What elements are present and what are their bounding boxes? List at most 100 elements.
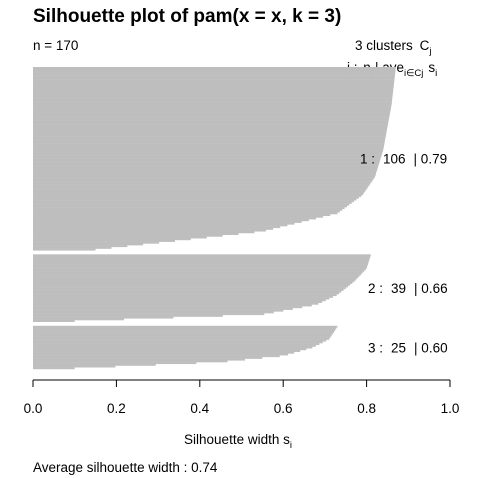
- silhouette-bar: [33, 146, 384, 149]
- cluster-labels: 1 : 106 | 0.79 2 : 39 | 0.66 3 : 25 | 0.60: [360, 152, 448, 356]
- silhouette-bar: [33, 248, 96, 251]
- footer-value: 0.74: [191, 460, 218, 475]
- silhouette-bar: [33, 268, 366, 271]
- silhouette-bar: [33, 141, 385, 144]
- silhouette-bar: [33, 181, 372, 184]
- silhouette-bar: [33, 70, 396, 73]
- silhouette-bar: [33, 73, 395, 76]
- silhouette-bar: [33, 241, 160, 244]
- silhouette-bar: [33, 127, 388, 130]
- silhouette-bar: [33, 302, 319, 305]
- cluster-id-label: 3 :: [368, 340, 383, 355]
- x-axis-label-main: Silhouette width s: [184, 432, 290, 447]
- silhouette-bar: [33, 108, 391, 111]
- silhouette-bar: [33, 219, 309, 222]
- silhouette-bar: [33, 343, 320, 346]
- silhouette-bar: [33, 80, 395, 83]
- silhouette-bar: [33, 304, 312, 307]
- silhouette-bar: [33, 91, 394, 94]
- cluster-3-bars: [33, 325, 338, 370]
- silhouette-bar: [33, 363, 156, 366]
- silhouette-bar: [33, 301, 323, 303]
- silhouette-bar: [33, 186, 368, 189]
- silhouette-bar: [33, 220, 302, 223]
- silhouette-bar: [33, 295, 334, 298]
- silhouette-bar: [33, 189, 366, 192]
- silhouette-bar: [33, 129, 387, 132]
- silhouette-bar: [33, 125, 388, 128]
- silhouette-bar: [33, 101, 392, 104]
- silhouette-bar: [33, 210, 340, 213]
- silhouette-bar: [33, 111, 391, 114]
- silhouette-bar: [33, 96, 393, 99]
- legend-s: s: [428, 60, 435, 75]
- silhouette-bar: [33, 163, 379, 166]
- silhouette-bar: [33, 349, 301, 352]
- silhouette-bar: [33, 261, 369, 264]
- silhouette-bar: [33, 160, 380, 163]
- cluster-id-label: 2 :: [368, 281, 383, 296]
- silhouette-bar: [33, 86, 394, 88]
- silhouette-bar: [33, 365, 116, 368]
- silhouette-bar: [33, 67, 396, 69]
- footer-label: Average silhouette width :: [33, 460, 187, 475]
- clusters-header: 3 clusters Cj: [355, 38, 431, 57]
- x-axis-label-sub: i: [290, 440, 292, 451]
- silhouette-bar: [33, 313, 265, 316]
- silhouette-bar: [33, 174, 376, 177]
- silhouette-bar: [33, 256, 371, 259]
- silhouette-bar: [33, 348, 307, 351]
- silhouette-bar: [33, 188, 367, 191]
- cluster-2-label: 2 : 39 | 0.66: [368, 281, 448, 296]
- silhouette-bar: [33, 283, 351, 286]
- silhouette-bar: [33, 105, 392, 108]
- silhouette-bar: [33, 117, 390, 120]
- silhouette-bar: [33, 136, 386, 139]
- silhouette-bar: [33, 226, 281, 229]
- silhouette-bar: [33, 130, 387, 133]
- silhouette-bar: [33, 245, 128, 248]
- silhouette-bar: [33, 110, 391, 113]
- silhouette-bar: [33, 254, 371, 257]
- average-silhouette-footer: Average silhouette width : 0.74: [33, 460, 218, 475]
- silhouette-bar: [33, 332, 333, 335]
- x-tick-label: 0.4: [190, 401, 209, 416]
- silhouette-bar: [33, 269, 365, 272]
- silhouette-bar: [33, 158, 381, 161]
- silhouette-bar: [33, 233, 239, 235]
- silhouette-bar: [33, 278, 357, 281]
- silhouette-bar: [33, 262, 369, 265]
- silhouette-bar: [33, 311, 274, 314]
- cluster-3-label: 3 : 25 | 0.60: [368, 340, 448, 355]
- chart-title: Silhouette plot of pam(x = x, k = 3): [33, 6, 341, 27]
- silhouette-bar: [33, 153, 382, 156]
- silhouette-bar: [33, 336, 331, 339]
- silhouette-bar: [33, 346, 313, 349]
- silhouette-bar: [33, 175, 375, 178]
- silhouette-bar: [33, 280, 355, 283]
- cluster-avg-label: | 0.66: [414, 281, 448, 296]
- silhouette-bar: [33, 360, 228, 363]
- silhouette-bar: [33, 266, 367, 269]
- cluster-1-label: 1 : 106 | 0.79: [360, 152, 447, 167]
- silhouette-bar: [33, 201, 352, 204]
- silhouette-bar: [33, 87, 394, 90]
- silhouette-bar: [33, 75, 395, 78]
- silhouette-bar: [33, 231, 255, 234]
- silhouette-bar: [33, 224, 288, 227]
- silhouette-bar: [33, 118, 389, 121]
- silhouette-bar: [33, 290, 342, 293]
- silhouette-bar: [33, 297, 330, 300]
- silhouette-bar: [33, 79, 395, 82]
- silhouette-bar: [33, 264, 368, 267]
- silhouette-bar: [33, 234, 223, 237]
- silhouette-bar: [33, 327, 337, 330]
- silhouette-bar: [33, 214, 331, 216]
- silhouette-bar: [33, 217, 316, 220]
- silhouette-bar: [33, 113, 390, 116]
- clusters-word: clusters: [366, 38, 413, 53]
- silhouette-bar: [33, 207, 345, 210]
- cluster-avg-label: | 0.79: [414, 152, 448, 167]
- clusters-count: 3: [355, 38, 363, 53]
